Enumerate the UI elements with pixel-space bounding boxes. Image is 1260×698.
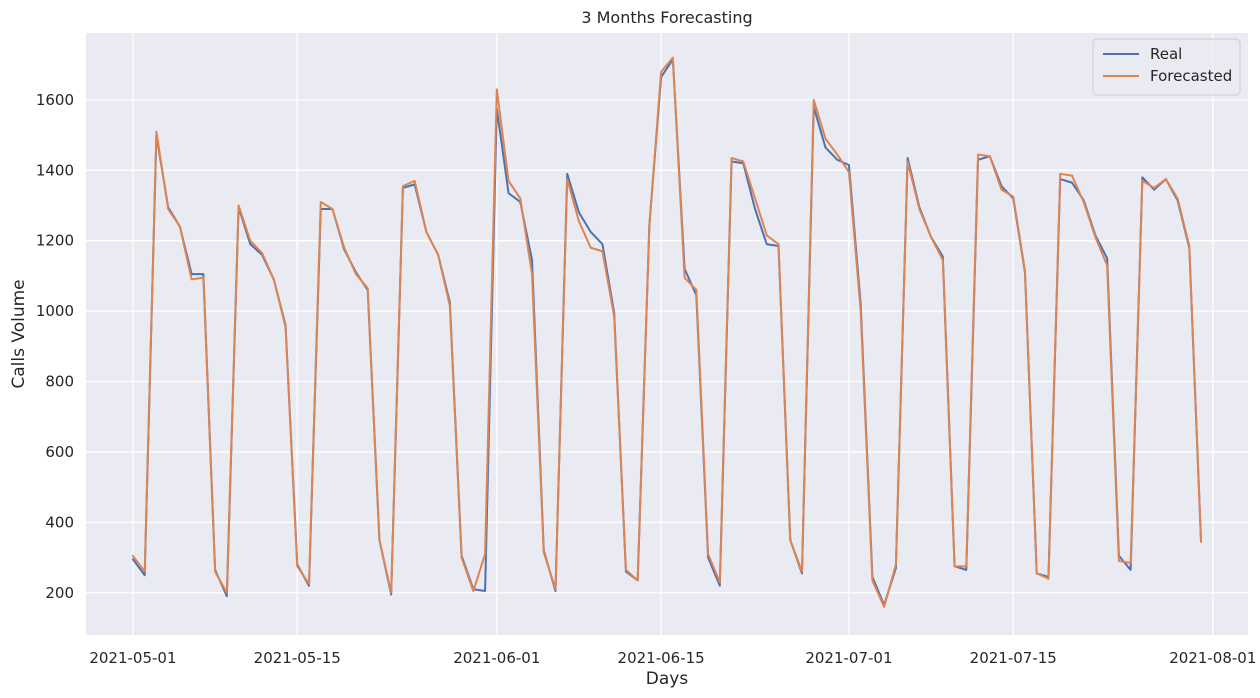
- series-line-forecasted: [131, 56, 1203, 608]
- x-tick-label: 2021-05-01: [89, 649, 176, 667]
- y-tick-label: 400: [45, 513, 74, 531]
- y-tick-label: 1200: [36, 232, 74, 250]
- x-tick-label: 2021-05-15: [254, 649, 341, 667]
- y-tick-label: 1600: [36, 91, 74, 109]
- x-tick-label: 2021-06-15: [618, 649, 705, 667]
- x-tick-label: 2021-08-01: [1169, 649, 1256, 667]
- gridlines: [86, 33, 1248, 635]
- plot-area: [86, 33, 1248, 635]
- x-tick-label: 2021-06-01: [453, 649, 540, 667]
- y-tick-label: 600: [45, 443, 74, 461]
- x-tick-label: 2021-07-01: [805, 649, 892, 667]
- x-axis-title: Days: [646, 669, 689, 689]
- legend-label-real: Real: [1150, 45, 1182, 63]
- chart-title: 3 Months Forecasting: [581, 8, 752, 27]
- tick-labels: 200 400 600 800 1000 1200 1400 1600 2021-05-01 20…: [36, 91, 1257, 667]
- y-tick-label: 1000: [36, 302, 74, 320]
- y-axis-title: Calls Volume: [9, 279, 29, 388]
- y-tick-label: 800: [45, 373, 74, 391]
- y-tick-label: 1400: [36, 161, 74, 179]
- y-tick-label: 200: [45, 584, 74, 602]
- x-tick-label: 2021-07-15: [970, 649, 1057, 667]
- series-layer: [131, 56, 1203, 608]
- legend: Real Forecasted: [1092, 38, 1241, 96]
- legend-label-forecasted: Forecasted: [1150, 67, 1232, 85]
